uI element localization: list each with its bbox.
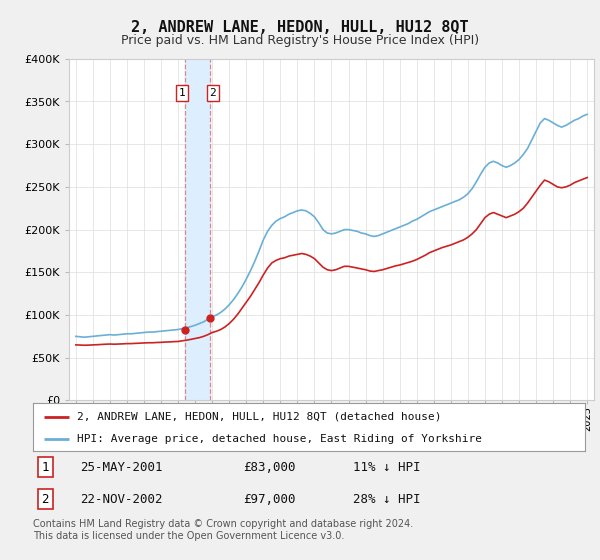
Text: 2, ANDREW LANE, HEDON, HULL, HU12 8QT (detached house): 2, ANDREW LANE, HEDON, HULL, HU12 8QT (d… bbox=[77, 412, 442, 422]
Text: 1: 1 bbox=[179, 88, 185, 98]
Text: 22-NOV-2002: 22-NOV-2002 bbox=[80, 493, 163, 506]
Text: 2: 2 bbox=[209, 88, 216, 98]
Text: £97,000: £97,000 bbox=[243, 493, 295, 506]
Text: 2: 2 bbox=[41, 493, 49, 506]
Text: HPI: Average price, detached house, East Riding of Yorkshire: HPI: Average price, detached house, East… bbox=[77, 434, 482, 444]
Text: Price paid vs. HM Land Registry's House Price Index (HPI): Price paid vs. HM Land Registry's House … bbox=[121, 34, 479, 46]
Text: 2, ANDREW LANE, HEDON, HULL, HU12 8QT: 2, ANDREW LANE, HEDON, HULL, HU12 8QT bbox=[131, 20, 469, 35]
Text: 25-MAY-2001: 25-MAY-2001 bbox=[80, 461, 163, 474]
Text: Contains HM Land Registry data © Crown copyright and database right 2024.
This d: Contains HM Land Registry data © Crown c… bbox=[33, 519, 413, 541]
Bar bbox=[185, 59, 210, 400]
Text: £83,000: £83,000 bbox=[243, 461, 295, 474]
Text: 28% ↓ HPI: 28% ↓ HPI bbox=[353, 493, 421, 506]
Text: 11% ↓ HPI: 11% ↓ HPI bbox=[353, 461, 421, 474]
Text: 1: 1 bbox=[41, 461, 49, 474]
